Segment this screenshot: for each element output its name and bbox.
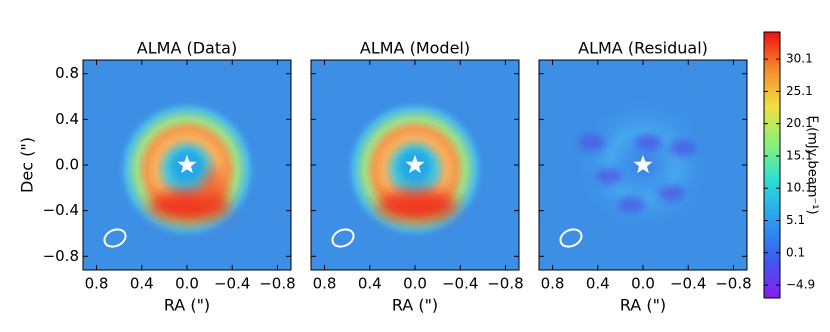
y-tick-label: 0.4 [55, 110, 79, 128]
colorbar-tick-label: 20.1 [786, 116, 813, 130]
y-tick-label: 0.0 [55, 156, 79, 174]
colorbar-tick-label: −4.9 [786, 278, 815, 292]
x-tick-label: 0.4 [358, 275, 382, 293]
x-axis-label: RA (") [392, 296, 438, 315]
x-axis-label: RA (") [164, 296, 210, 315]
image [539, 60, 747, 270]
x-tick-label: 0.8 [541, 275, 565, 293]
x-axis-label: RA (") [620, 296, 666, 315]
y-tick-label: 0.8 [55, 64, 79, 82]
residual-blob [657, 185, 685, 202]
x-tick-label: 0.4 [130, 275, 154, 293]
star [633, 155, 653, 174]
colorbar [763, 31, 781, 299]
beam [331, 228, 355, 248]
beam [559, 228, 583, 248]
colorbar-label: F (mJy beam⁻¹) [805, 115, 820, 214]
x-tick-label: −0.4 [442, 275, 478, 293]
panel-title: ALMA (Residual) [578, 39, 708, 58]
colorbar-tick-label: 15.1 [786, 148, 813, 162]
y-tick-label: −0.4 [43, 201, 79, 219]
x-tick-label: −0.8 [487, 275, 523, 293]
x-tick-label: 0.4 [586, 275, 610, 293]
colorbar-tick-label: 30.1 [786, 52, 813, 66]
residual-blob [595, 168, 623, 185]
x-tick-label: 0.0 [403, 275, 427, 293]
y-axis-label: Dec (") [18, 137, 37, 193]
colorbar-tick-label: 0.1 [786, 245, 805, 259]
residual-blob [669, 140, 697, 156]
residual-blob [618, 196, 646, 213]
x-tick-label: 0.8 [85, 275, 109, 293]
residual-blob [635, 134, 663, 151]
panel-title: ALMA (Data) [137, 39, 237, 58]
star [405, 155, 425, 174]
colorbar-tick-label: 25.1 [786, 84, 813, 98]
x-tick-label: −0.4 [214, 275, 250, 293]
colorbar-tick-label: 5.1 [786, 213, 805, 227]
bright-arc [200, 167, 224, 208]
colorbar-tick-label: 10.1 [786, 181, 813, 195]
bright-arc [376, 189, 458, 222]
image [311, 60, 519, 270]
star [177, 155, 197, 174]
x-tick-label: 0.8 [313, 275, 337, 293]
x-tick-label: 0.0 [631, 275, 655, 293]
x-tick-label: −0.8 [715, 275, 751, 293]
x-tick-label: −0.8 [259, 275, 295, 293]
image [83, 60, 291, 270]
x-tick-label: 0.0 [175, 275, 199, 293]
y-tick-label: −0.8 [43, 247, 79, 265]
panel-title: ALMA (Model) [360, 39, 470, 58]
beam [103, 228, 127, 248]
x-tick-label: −0.4 [670, 275, 706, 293]
residual-blob [578, 134, 606, 151]
